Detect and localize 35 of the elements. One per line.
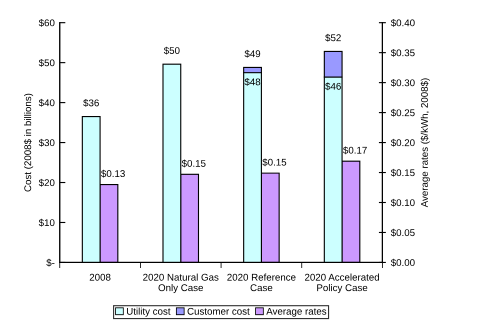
y2-tick-label: $0.40 [390,19,415,27]
y-axis-title: Cost (2008$ in billions) [24,94,34,192]
y-tick-label: $- [46,258,54,267]
data-label: $0.15 [182,160,206,168]
y2-tick-label: $0.05 [390,228,415,237]
x-tick-label: 2020 Accelerated Policy Case [304,274,380,294]
y2-tick-label: $0.10 [390,198,415,207]
total-label: $49 [244,50,260,58]
data-label: $0.17 [343,146,367,154]
data-label: $0.15 [262,158,286,166]
y2-tick-label: $0.15 [390,168,415,177]
legend-label: Utility cost [126,308,170,317]
data-label: $0.13 [101,170,125,178]
total-label: $52 [325,34,341,42]
y-tick-label: $10 [38,218,55,227]
data-label: $46 [325,82,341,90]
y2-tick-label: $0.30 [390,78,415,87]
x-tick-label: 2020 Reference Case [227,274,296,292]
y2-tick-label: $0.00 [390,258,415,267]
y2-axis-title: Average rates ($/kWh, 2008$) [420,78,430,208]
y2-tick-label: $0.20 [390,138,415,147]
y-tick-label: $50 [38,58,55,67]
x-tick-label: 2008 [90,274,110,281]
x-tick-label: 2020 Natural Gas Only Case [143,274,218,294]
y2-tick-label: $0.25 [390,108,415,117]
y-tick-label: $60 [38,19,55,27]
legend-label: Average rates [266,308,326,317]
y-tick-label: $30 [38,138,55,147]
y2-tick-label: $0.35 [390,48,415,57]
y-tick-label: $20 [38,178,55,187]
legend-label: Customer cost [188,308,250,315]
data-label: $48 [244,78,260,86]
y-tick-label: $40 [38,98,55,107]
total-label: $50 [164,46,180,55]
total-label: $36 [83,99,99,107]
